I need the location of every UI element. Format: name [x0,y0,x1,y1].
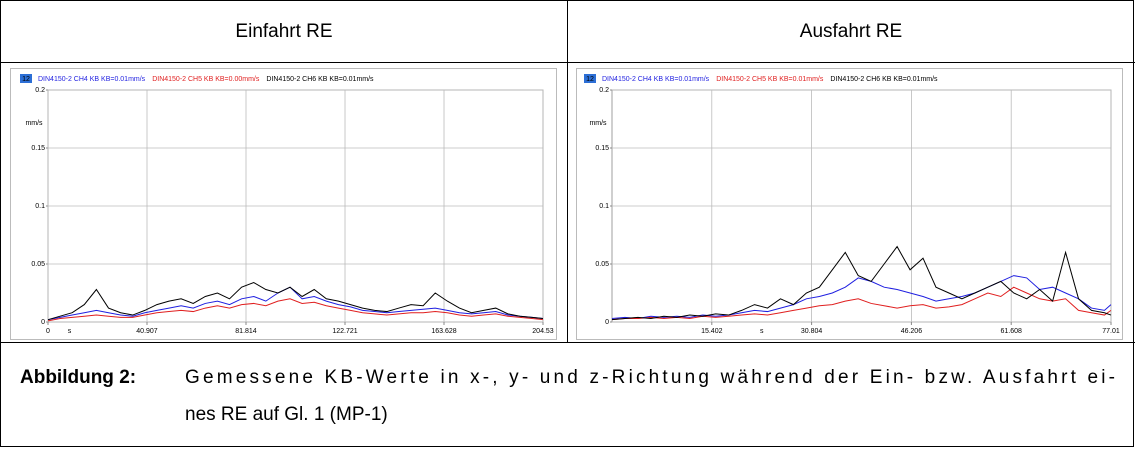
x-tick-label: 30.804 [801,328,823,335]
legend-entry: DIN4150-2 CH6 KB KB=0.01mm/s [266,76,374,83]
legend-entry: DIN4150-2 CH4 KB KB=0.01mm/s [38,76,146,83]
y-tick-label: 0.05 [595,261,609,268]
x-tick-label: 0 [46,328,50,335]
series-line [611,245,1112,321]
y-tick-label: 0.1 [599,203,609,210]
column-header: Einfahrt RE [235,21,332,42]
x-tick-label: 81.814 [235,328,257,335]
y-tick-label: 0.15 [31,145,45,152]
legend-badge-text: 12 [586,76,594,83]
column-header: Ausfahrt RE [800,21,902,42]
x-tick-label: 204.53 [532,328,554,335]
legend-entry: DIN4150-2 CH5 KB KB=0.00mm/s [152,76,260,83]
x-tick-label: 77.01 [1102,328,1120,335]
legend-entry: DIN4150-2 CH6 KB KB=0.01mm/s [830,76,938,83]
legend-entry: DIN4150-2 CH5 KB KB=0.01mm/s [716,76,824,83]
x-tick-label: 46.206 [901,328,923,335]
y-tick-label: 0.1 [35,203,45,210]
y-axis-unit: mm/s [25,120,43,127]
y-tick-label: 0 [605,319,609,326]
y-tick-label: 0.05 [31,261,45,268]
x-tick-label: 122.721 [332,328,357,335]
y-tick-label: 0 [41,319,45,326]
legend-badge [20,74,32,83]
x-axis-unit: s [760,328,764,335]
legend-badge-text: 12 [22,76,30,83]
y-tick-label: 0.2 [35,87,45,94]
caption-label: Abbildung 2: [20,367,136,388]
x-axis-unit: s [68,328,72,335]
series-line [47,286,543,321]
x-tick-label: 163.628 [431,328,456,335]
series-line [47,282,543,321]
y-tick-label: 0.2 [599,87,609,94]
series-line [47,298,543,322]
series-line [611,286,1112,321]
x-tick-label: 40.907 [136,328,158,335]
caption-text: nes RE auf Gl. 1 (MP-1) [185,404,388,425]
caption-text: Gemessene KB-Werte in x-, y- und z-Richt… [185,367,1115,388]
series-line [611,275,1112,320]
y-axis-unit: mm/s [589,120,607,127]
x-tick-label: 61.608 [1000,328,1022,335]
legend-entry: DIN4150-2 CH4 KB KB=0.01mm/s [602,76,710,83]
y-tick-label: 0.15 [595,145,609,152]
x-tick-label: 15.402 [701,328,723,335]
legend-badge [584,74,596,83]
